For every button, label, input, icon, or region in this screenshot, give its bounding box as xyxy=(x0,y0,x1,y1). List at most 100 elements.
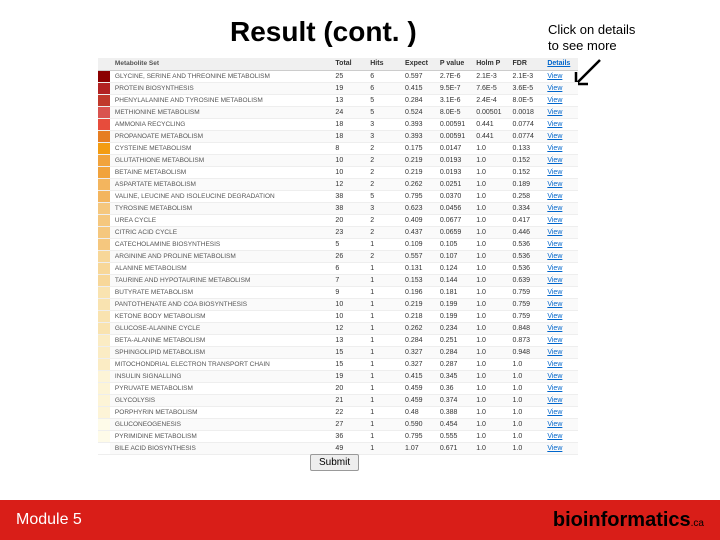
row-fdr: 0.417 xyxy=(510,214,545,226)
view-link[interactable]: View xyxy=(544,430,578,442)
row-pvalue: 0.234 xyxy=(437,322,473,334)
view-link[interactable]: View xyxy=(544,118,578,130)
table-row: PROTEIN BIOSYNTHESIS1960.4159.5E-77.6E-5… xyxy=(98,82,578,94)
view-link[interactable]: View xyxy=(544,274,578,286)
row-holmp: 1.0 xyxy=(473,142,509,154)
view-link[interactable]: View xyxy=(544,442,578,454)
row-expect: 0.284 xyxy=(402,334,437,346)
view-link[interactable]: View xyxy=(544,142,578,154)
view-link[interactable]: View xyxy=(544,310,578,322)
row-pvalue: 0.199 xyxy=(437,310,473,322)
row-color xyxy=(98,334,112,346)
row-name: PROPANOATE METABOLISM xyxy=(112,130,333,142)
table-row: PYRIMIDINE METABOLISM3610.7950.5551.01.0… xyxy=(98,430,578,442)
row-hits: 1 xyxy=(367,298,402,310)
row-holmp: 1.0 xyxy=(473,346,509,358)
row-total: 9 xyxy=(332,286,367,298)
row-hits: 1 xyxy=(367,358,402,370)
row-holmp: 1.0 xyxy=(473,358,509,370)
row-fdr: 1.0 xyxy=(510,430,545,442)
row-pvalue: 0.0370 xyxy=(437,190,473,202)
view-link[interactable]: View xyxy=(544,346,578,358)
row-total: 18 xyxy=(332,130,367,142)
view-link[interactable]: View xyxy=(544,226,578,238)
row-name: BETAINE METABOLISM xyxy=(112,166,333,178)
row-color xyxy=(98,262,112,274)
row-holmp: 1.0 xyxy=(473,418,509,430)
row-hits: 5 xyxy=(367,94,402,106)
footer-brand: bioinformatics.ca xyxy=(553,509,704,532)
view-link[interactable]: View xyxy=(544,382,578,394)
view-link[interactable]: View xyxy=(544,166,578,178)
row-fdr: 0.848 xyxy=(510,322,545,334)
row-expect: 0.459 xyxy=(402,382,437,394)
row-color xyxy=(98,418,112,430)
view-link[interactable]: View xyxy=(544,322,578,334)
row-name: GLYCINE, SERINE AND THREONINE METABOLISM xyxy=(112,70,333,82)
table-row: CYSTEINE METABOLISM820.1750.01471.00.133… xyxy=(98,142,578,154)
row-fdr: 0.536 xyxy=(510,250,545,262)
view-link[interactable]: View xyxy=(544,70,578,82)
row-hits: 2 xyxy=(367,142,402,154)
row-expect: 0.524 xyxy=(402,106,437,118)
row-expect: 0.409 xyxy=(402,214,437,226)
row-fdr: 1.0 xyxy=(510,406,545,418)
view-link[interactable]: View xyxy=(544,370,578,382)
row-hits: 1 xyxy=(367,322,402,334)
row-expect: 0.175 xyxy=(402,142,437,154)
table-row: PANTOTHENATE AND COA BIOSYNTHESIS1010.21… xyxy=(98,298,578,310)
row-pvalue: 0.287 xyxy=(437,358,473,370)
row-holmp: 1.0 xyxy=(473,154,509,166)
footer-ca: .ca xyxy=(691,518,704,529)
view-link[interactable]: View xyxy=(544,250,578,262)
table-row: AMMONIA RECYCLING1830.3930.005910.4410.0… xyxy=(98,118,578,130)
view-link[interactable]: View xyxy=(544,394,578,406)
view-link[interactable]: View xyxy=(544,406,578,418)
view-link[interactable]: View xyxy=(544,418,578,430)
view-link[interactable]: View xyxy=(544,286,578,298)
view-link[interactable]: View xyxy=(544,334,578,346)
row-pvalue: 0.388 xyxy=(437,406,473,418)
view-link[interactable]: View xyxy=(544,190,578,202)
view-link[interactable]: View xyxy=(544,214,578,226)
row-fdr: 0.873 xyxy=(510,334,545,346)
view-link[interactable]: View xyxy=(544,94,578,106)
view-link[interactable]: View xyxy=(544,178,578,190)
view-link[interactable]: View xyxy=(544,154,578,166)
view-link[interactable]: View xyxy=(544,82,578,94)
row-pvalue: 0.0456 xyxy=(437,202,473,214)
row-total: 26 xyxy=(332,250,367,262)
row-fdr: 1.0 xyxy=(510,394,545,406)
table-row: BETAINE METABOLISM1020.2190.01931.00.152… xyxy=(98,166,578,178)
row-expect: 0.623 xyxy=(402,202,437,214)
row-color xyxy=(98,298,112,310)
row-fdr: 0.152 xyxy=(510,154,545,166)
row-holmp: 1.0 xyxy=(473,190,509,202)
view-link[interactable]: View xyxy=(544,202,578,214)
table-row: GLUCOSE-ALANINE CYCLE1210.2620.2341.00.8… xyxy=(98,322,578,334)
row-fdr: 0.133 xyxy=(510,142,545,154)
col-holmp: Holm P xyxy=(473,58,509,70)
row-total: 7 xyxy=(332,274,367,286)
view-link[interactable]: View xyxy=(544,238,578,250)
row-hits: 1 xyxy=(367,370,402,382)
table-row: BUTYRATE METABOLISM910.1960.1811.00.759V… xyxy=(98,286,578,298)
row-total: 24 xyxy=(332,106,367,118)
col-name: Metabolite Set xyxy=(112,58,333,70)
row-fdr: 0.759 xyxy=(510,286,545,298)
row-holmp: 1.0 xyxy=(473,382,509,394)
table-row: GLYCOLYSIS2110.4590.3741.01.0View xyxy=(98,394,578,406)
row-holmp: 1.0 xyxy=(473,214,509,226)
row-color xyxy=(98,202,112,214)
row-fdr: 0.334 xyxy=(510,202,545,214)
view-link[interactable]: View xyxy=(544,298,578,310)
row-holmp: 1.0 xyxy=(473,202,509,214)
row-holmp: 0.441 xyxy=(473,130,509,142)
view-link[interactable]: View xyxy=(544,130,578,142)
view-link[interactable]: View xyxy=(544,262,578,274)
row-hits: 2 xyxy=(367,154,402,166)
view-link[interactable]: View xyxy=(544,358,578,370)
view-link[interactable]: View xyxy=(544,106,578,118)
submit-button[interactable]: Submit xyxy=(310,454,359,471)
row-expect: 0.218 xyxy=(402,310,437,322)
